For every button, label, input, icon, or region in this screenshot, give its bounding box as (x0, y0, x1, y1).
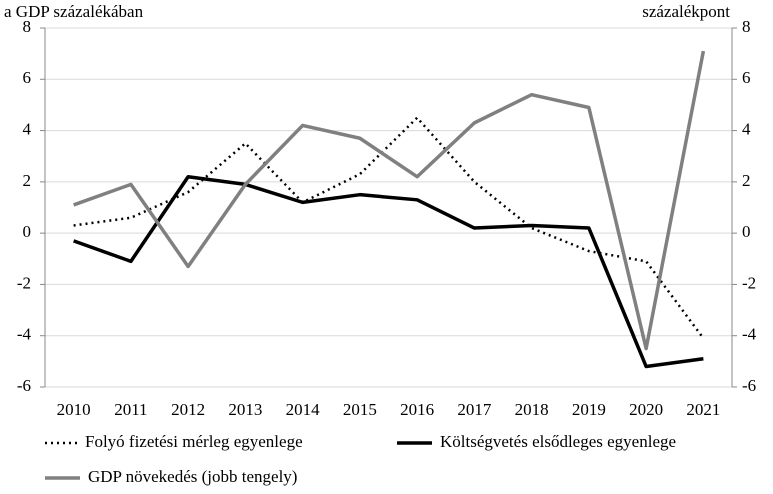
series-line (73, 174, 704, 369)
x-tick-label: 2021 (686, 400, 720, 419)
y-axis-label: a GDP százalékában (4, 2, 144, 21)
x-tick-label: 2012 (171, 400, 205, 419)
x-tick-label: 2011 (114, 400, 147, 419)
y2-tick-label: 0 (742, 222, 751, 241)
x-tick-label: 2015 (343, 400, 377, 419)
x-tick-label: 2017 (457, 400, 492, 419)
legend-label: Költségvetés elsődleges egyenlege (440, 432, 676, 451)
x-tick-label: 2013 (228, 400, 262, 419)
x-tick-label: 2018 (515, 400, 549, 419)
legend-label: GDP növekedés (jobb tengely) (88, 467, 297, 486)
y-tick-label: -4 (17, 325, 32, 344)
x-tick-label: 2016 (400, 400, 434, 419)
y-tick-label: -6 (17, 376, 31, 395)
y-tick-label: 0 (23, 222, 32, 241)
x-tick-label: 2020 (629, 400, 663, 419)
x-tick-label: 2010 (57, 400, 91, 419)
y-tick-label: 2 (23, 171, 32, 190)
y2-tick-label: 8 (742, 17, 751, 36)
x-tick-label: 2019 (572, 400, 606, 419)
y-tick-label: 8 (23, 17, 32, 36)
series-line (73, 50, 706, 351)
y-tick-label: -2 (17, 273, 31, 292)
y2-tick-label: -6 (742, 376, 756, 395)
y-tick-label: 6 (23, 68, 32, 87)
y2-tick-label: 4 (742, 119, 751, 138)
y-tick-label: 4 (23, 119, 32, 138)
y2-tick-label: -2 (742, 273, 756, 292)
series-line (73, 116, 705, 340)
y2-tick-label: -4 (742, 325, 757, 344)
y2-tick-label: 6 (742, 68, 751, 87)
y2-tick-label: 2 (742, 171, 751, 190)
y2-axis-label: százalékpont (642, 2, 730, 21)
legend-label: Folyó fizetési mérleg egyenlege (85, 432, 303, 451)
x-tick-label: 2014 (286, 400, 321, 419)
